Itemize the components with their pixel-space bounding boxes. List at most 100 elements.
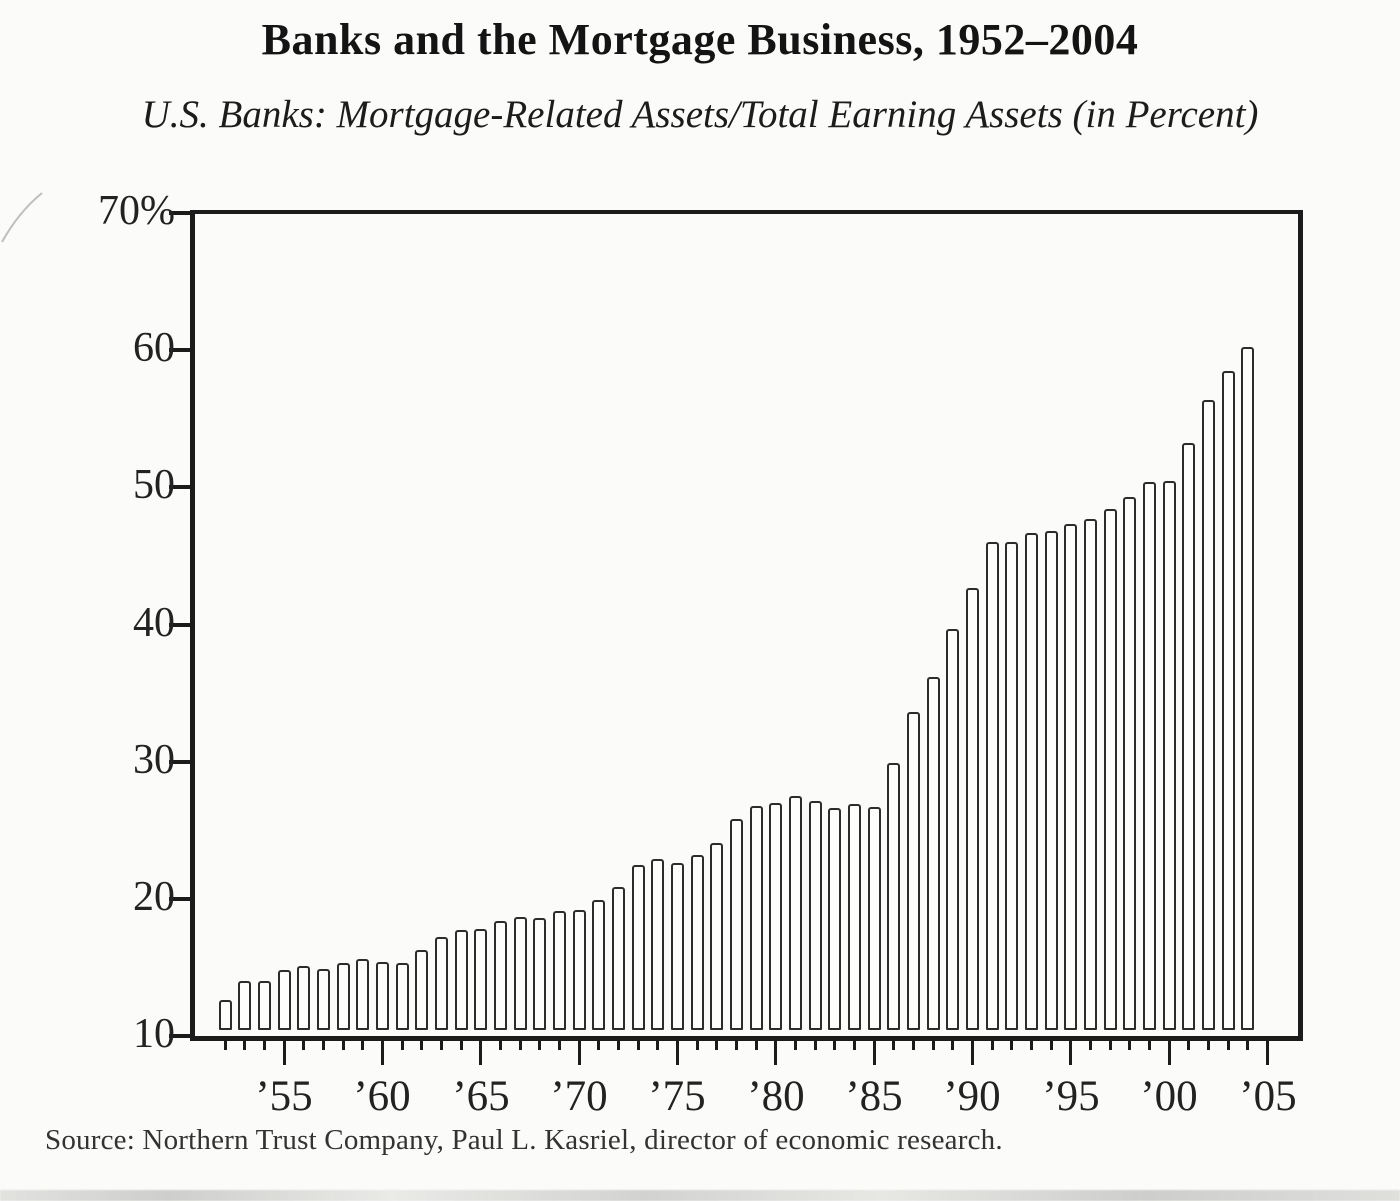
- x-axis-label-1960: ’60: [353, 1073, 411, 1120]
- bar-1993: [1025, 532, 1038, 1030]
- bar-1996: [1084, 518, 1097, 1030]
- x-minor-tick-2004: [1246, 1040, 1249, 1050]
- x-axis-label-1985: ’85: [845, 1073, 903, 1120]
- x-major-tick-1965: [479, 1040, 482, 1065]
- x-minor-tick-1969: [558, 1040, 561, 1050]
- x-minor-tick-1966: [499, 1040, 502, 1050]
- x-minor-tick-1961: [401, 1040, 404, 1050]
- bar-1970: [573, 909, 586, 1030]
- y-axis-label-60: 60: [133, 325, 175, 372]
- x-minor-tick-1963: [440, 1040, 443, 1050]
- x-minor-tick-1967: [519, 1040, 522, 1050]
- y-tick-70: [169, 211, 195, 215]
- x-minor-tick-1984: [853, 1040, 856, 1050]
- x-minor-tick-2001: [1187, 1040, 1190, 1050]
- x-major-tick-1970: [578, 1040, 581, 1065]
- x-minor-tick-1979: [755, 1040, 758, 1050]
- bar-1984: [848, 804, 861, 1030]
- x-axis-label-2000: ’00: [1140, 1073, 1198, 1120]
- x-minor-tick-1952: [224, 1040, 227, 1050]
- bar-1972: [612, 886, 625, 1030]
- x-minor-tick-1962: [420, 1040, 423, 1050]
- bar-1981: [789, 796, 802, 1030]
- bar-1985: [868, 806, 881, 1030]
- bar-2004: [1241, 347, 1254, 1030]
- x-minor-tick-1972: [617, 1040, 620, 1050]
- x-axis-label-1990: ’90: [943, 1073, 1001, 1120]
- bar-1974: [651, 859, 664, 1030]
- y-tick-60: [169, 348, 195, 353]
- x-minor-tick-1987: [912, 1040, 915, 1050]
- x-minor-tick-1983: [833, 1040, 836, 1050]
- x-minor-tick-1991: [991, 1040, 994, 1050]
- bar-2002: [1202, 399, 1215, 1030]
- bar-1982: [809, 801, 822, 1030]
- x-minor-tick-1956: [302, 1040, 305, 1050]
- x-axis-label-1965: ’65: [452, 1073, 510, 1120]
- bar-2003: [1222, 370, 1235, 1030]
- x-major-tick-1985: [873, 1040, 876, 1065]
- x-major-tick-1955: [283, 1040, 286, 1065]
- bar-1998: [1123, 496, 1136, 1030]
- x-minor-tick-1988: [932, 1040, 935, 1050]
- x-minor-tick-1976: [696, 1040, 699, 1050]
- bar-1995: [1064, 524, 1077, 1030]
- bar-1973: [632, 864, 645, 1030]
- x-minor-tick-1981: [794, 1040, 797, 1050]
- x-minor-tick-1977: [715, 1040, 718, 1050]
- chart-subtitle: U.S. Banks: Mortgage-Related Assets/Tota…: [141, 93, 1259, 136]
- x-minor-tick-1954: [263, 1040, 266, 1050]
- scan-edge-band: [0, 1190, 1400, 1201]
- chart-title: Banks and the Mortgage Business, 1952–20…: [261, 15, 1139, 64]
- x-minor-tick-2003: [1227, 1040, 1230, 1050]
- bar-2001: [1182, 443, 1195, 1030]
- bar-1987: [907, 712, 920, 1030]
- bar-1979: [750, 805, 763, 1030]
- bar-1955: [278, 970, 291, 1030]
- scan-artifact-curve: [1, 192, 43, 243]
- bar-1958: [337, 963, 350, 1030]
- x-minor-tick-1992: [1010, 1040, 1013, 1050]
- bar-1976: [691, 854, 704, 1030]
- x-minor-tick-1971: [597, 1040, 600, 1050]
- y-axis-label-70: 70%: [98, 188, 175, 234]
- x-axis-label-1975: ’75: [648, 1073, 706, 1120]
- bar-1997: [1104, 509, 1117, 1030]
- x-minor-tick-1989: [951, 1040, 954, 1050]
- bar-1959: [356, 959, 369, 1030]
- bar-1991: [986, 542, 999, 1030]
- bar-1954: [258, 981, 271, 1030]
- bar-1999: [1143, 481, 1156, 1030]
- x-major-tick-1980: [774, 1040, 777, 1065]
- x-minor-tick-1986: [892, 1040, 895, 1050]
- bar-1971: [592, 900, 605, 1030]
- bar-1953: [238, 981, 251, 1030]
- bar-1952: [219, 1000, 232, 1030]
- y-tick-10: [169, 1034, 195, 1038]
- bar-1962: [415, 949, 428, 1030]
- bar-1963: [435, 937, 448, 1030]
- x-axis-label-1980: ’80: [747, 1073, 805, 1120]
- x-minor-tick-1998: [1128, 1040, 1131, 1050]
- y-tick-40: [169, 622, 195, 627]
- bar-1994: [1045, 531, 1058, 1030]
- x-minor-tick-1959: [361, 1040, 364, 1050]
- bar-1989: [946, 628, 959, 1030]
- x-major-tick-1995: [1069, 1040, 1072, 1065]
- y-axis-label-10: 10: [133, 1011, 175, 1057]
- x-axis-label-2005: ’05: [1239, 1073, 1297, 1120]
- x-minor-tick-2002: [1207, 1040, 1210, 1050]
- x-minor-tick-1968: [538, 1040, 541, 1050]
- bar-1983: [828, 808, 841, 1030]
- bar-1965: [474, 929, 487, 1030]
- x-major-tick-2005: [1266, 1040, 1269, 1065]
- plot-frame: [190, 210, 1303, 1041]
- x-minor-tick-1993: [1030, 1040, 1033, 1050]
- bar-1966: [494, 920, 507, 1030]
- bar-1975: [671, 863, 684, 1030]
- y-axis-label-20: 20: [133, 873, 175, 920]
- x-major-tick-1975: [676, 1040, 679, 1065]
- x-minor-tick-1982: [814, 1040, 817, 1050]
- bar-1968: [533, 918, 546, 1030]
